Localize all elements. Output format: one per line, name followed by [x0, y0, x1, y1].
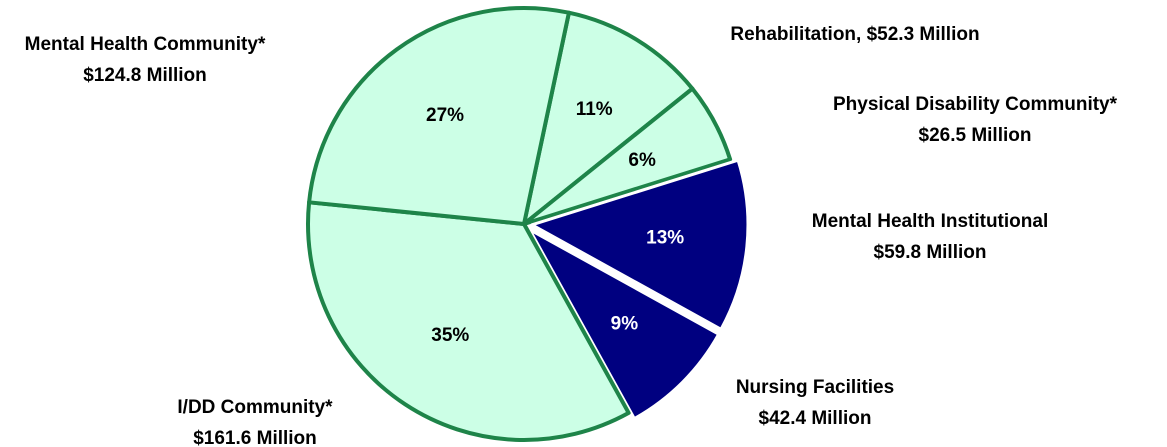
slice-label: Rehabilitation, $52.3 Million [730, 24, 979, 45]
slice-label: Mental Health Institutional [812, 211, 1048, 232]
slice-label: $26.5 Million [919, 125, 1032, 146]
pie-slice [307, 6, 571, 226]
slice-value-label: 27% [426, 105, 464, 126]
slice-label: $161.6 Million [193, 428, 317, 447]
slice-value-label: 35% [431, 325, 469, 346]
slice-label: $124.8 Million [83, 65, 207, 86]
slice-label: Nursing Facilities [736, 377, 894, 398]
pie-slice [522, 10, 695, 226]
pie-slice [528, 228, 721, 421]
pie-slice [522, 86, 733, 226]
slice-value-label: 13% [646, 227, 684, 248]
slice-label: I/DD Community* [177, 397, 333, 418]
slice-value-label: 6% [628, 150, 656, 171]
slice-label: Mental Health Community* [25, 34, 266, 55]
pie-slice [306, 200, 631, 442]
slice-value-label: 9% [611, 313, 639, 334]
pie-slice [530, 158, 750, 331]
slice-label: $59.8 Million [874, 242, 987, 263]
slice-label: $42.4 Million [759, 408, 872, 429]
slice-value-label: 11% [576, 99, 613, 120]
slice-label: Physical Disability Community* [833, 94, 1118, 115]
